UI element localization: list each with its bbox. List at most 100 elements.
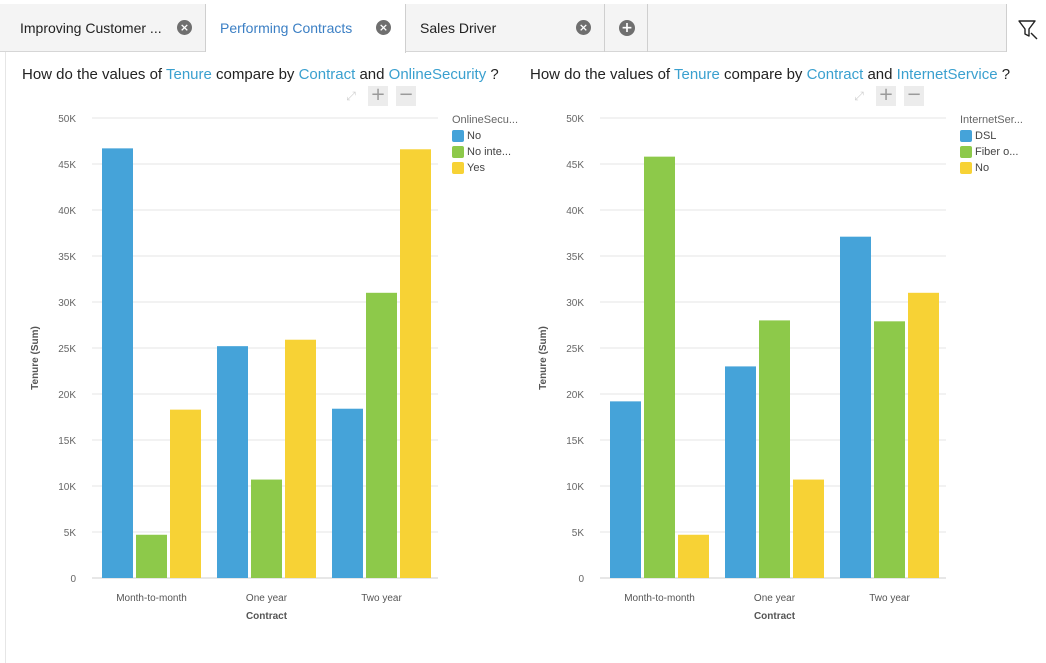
fit-to-screen-icon[interactable]: ⤢ bbox=[854, 89, 864, 103]
zoom-out-icon[interactable]: − bbox=[904, 86, 924, 106]
legend-item[interactable]: No bbox=[452, 128, 518, 144]
x-axis-title: Contract bbox=[246, 611, 288, 622]
bar-no bbox=[102, 148, 133, 579]
y-tick-label: 50K bbox=[58, 114, 76, 125]
x-tick-label: Two year bbox=[361, 593, 402, 604]
legend-label: Fiber o... bbox=[975, 146, 1019, 158]
zoom-in-icon[interactable]: + bbox=[368, 86, 388, 106]
question-suffix: ? bbox=[1001, 66, 1011, 83]
close-icon[interactable]: × bbox=[177, 20, 192, 35]
tab-label: Improving Customer ... bbox=[20, 20, 162, 36]
y-tick-label: 10K bbox=[58, 482, 76, 493]
y-tick-label: 0 bbox=[70, 574, 76, 585]
question-measure[interactable]: Tenure bbox=[166, 66, 212, 83]
zoom-controls-1: ⤢ + − bbox=[341, 86, 421, 106]
legend-swatch bbox=[452, 146, 464, 158]
legend-swatch bbox=[960, 146, 972, 158]
bar-yes bbox=[285, 339, 316, 578]
close-icon[interactable]: × bbox=[376, 20, 391, 35]
legend-swatch bbox=[960, 130, 972, 142]
legend-label: Yes bbox=[467, 162, 485, 174]
legend-item[interactable]: No bbox=[960, 160, 1023, 176]
y-tick-label: 20K bbox=[58, 390, 76, 401]
y-tick-label: 30K bbox=[566, 298, 584, 309]
question-dim1[interactable]: Contract bbox=[806, 66, 864, 83]
question-dim2[interactable]: OnlineSecurity bbox=[388, 66, 487, 83]
x-tick-label: One year bbox=[754, 593, 796, 604]
question-suffix: ? bbox=[490, 66, 499, 83]
tab-performing-contracts[interactable]: Performing Contracts × bbox=[206, 4, 406, 53]
y-tick-label: 35K bbox=[58, 252, 76, 263]
legend-1: OnlineSecu... No No inte... Yes bbox=[452, 114, 518, 176]
legend-item[interactable]: Yes bbox=[452, 160, 518, 176]
x-tick-label: Month-to-month bbox=[624, 593, 695, 604]
tab-bar: Improving Customer ... × Performing Cont… bbox=[0, 0, 1046, 53]
fit-to-screen-icon[interactable]: ⤢ bbox=[346, 89, 356, 103]
y-tick-label: 5K bbox=[64, 528, 77, 539]
bar-no-inte bbox=[251, 479, 282, 578]
filter-button[interactable] bbox=[1006, 4, 1046, 52]
legend-swatch bbox=[452, 130, 464, 142]
y-tick-label: 40K bbox=[566, 206, 584, 217]
add-tab-button[interactable]: + bbox=[605, 4, 648, 52]
question-mid: compare by bbox=[216, 66, 295, 83]
question-prefix: How do the values of bbox=[22, 66, 163, 83]
y-tick-label: 30K bbox=[58, 298, 76, 309]
bar-yes bbox=[400, 149, 431, 578]
filter-icon bbox=[1018, 20, 1038, 40]
zoom-controls-2: ⤢ + − bbox=[849, 86, 929, 106]
question-dim2[interactable]: InternetService bbox=[896, 66, 998, 83]
legend-label: No bbox=[467, 130, 482, 142]
tab-improving-customer[interactable]: Improving Customer ... × bbox=[6, 4, 206, 52]
y-tick-label: 15K bbox=[58, 436, 76, 447]
y-tick-label: 20K bbox=[566, 390, 584, 401]
y-tick-label: 0 bbox=[578, 574, 584, 585]
question-and: and bbox=[359, 66, 385, 83]
y-axis-title: Tenure (Sum) bbox=[538, 326, 549, 390]
legend-item[interactable]: Fiber o... bbox=[960, 144, 1023, 160]
legend-label: No inte... bbox=[467, 146, 512, 158]
y-tick-label: 25K bbox=[566, 344, 584, 355]
y-tick-label: 45K bbox=[566, 160, 584, 171]
y-tick-label: 15K bbox=[566, 436, 584, 447]
bar-fiber-o bbox=[759, 320, 790, 578]
bar-dsl bbox=[610, 401, 641, 578]
y-tick-label: 35K bbox=[566, 252, 584, 263]
y-tick-label: 50K bbox=[566, 114, 584, 125]
bar-no-inte bbox=[366, 292, 397, 578]
y-tick-label: 5K bbox=[572, 528, 585, 539]
x-axis-title: Contract bbox=[754, 611, 796, 622]
tab-label: Performing Contracts bbox=[220, 20, 353, 36]
zoom-out-icon[interactable]: − bbox=[396, 86, 416, 106]
bar-dsl bbox=[725, 366, 756, 578]
legend-2: InternetSer... DSL Fiber o... No bbox=[960, 114, 1023, 176]
bar-no bbox=[678, 534, 709, 578]
y-tick-label: 10K bbox=[566, 482, 584, 493]
legend-title: InternetSer... bbox=[960, 114, 1023, 126]
legend-label: DSL bbox=[975, 130, 997, 142]
chart-question-2: How do the values of Tenure compare by C… bbox=[530, 66, 1010, 83]
tab-sales-driver[interactable]: Sales Driver × bbox=[406, 4, 605, 52]
legend-title: OnlineSecu... bbox=[452, 114, 519, 126]
close-icon[interactable]: × bbox=[576, 20, 591, 35]
bar-no-inte bbox=[136, 534, 167, 578]
question-prefix: How do the values of bbox=[530, 66, 671, 83]
y-axis-title: Tenure (Sum) bbox=[30, 326, 41, 390]
x-tick-label: Month-to-month bbox=[116, 593, 187, 604]
question-mid: compare by bbox=[724, 66, 803, 83]
bar-yes bbox=[170, 409, 201, 578]
legend-swatch bbox=[960, 162, 972, 174]
legend-item[interactable]: No inte... bbox=[452, 144, 518, 160]
legend-item[interactable]: DSL bbox=[960, 128, 1023, 144]
chart-question-1: How do the values of Tenure compare by C… bbox=[22, 66, 499, 83]
legend-swatch bbox=[452, 162, 464, 174]
question-dim1[interactable]: Contract bbox=[298, 66, 356, 83]
zoom-in-icon[interactable]: + bbox=[876, 86, 896, 106]
y-tick-label: 45K bbox=[58, 160, 76, 171]
x-tick-label: Two year bbox=[869, 593, 910, 604]
bar-fiber-o bbox=[644, 156, 675, 578]
legend-label: No bbox=[975, 162, 990, 174]
question-measure[interactable]: Tenure bbox=[674, 66, 720, 83]
add-tab-icon: + bbox=[619, 20, 635, 36]
